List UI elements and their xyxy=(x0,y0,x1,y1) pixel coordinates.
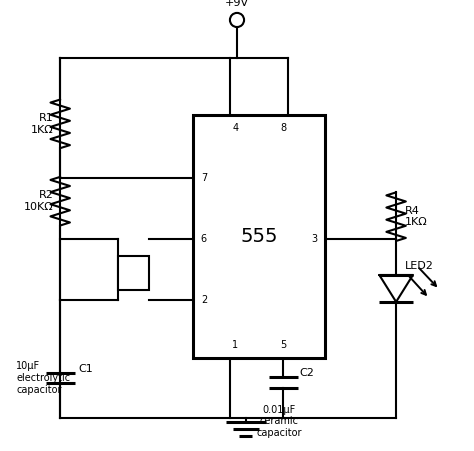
Text: 6: 6 xyxy=(201,234,207,244)
Text: 0.01μF
ceramic
capacitor: 0.01μF ceramic capacitor xyxy=(256,405,302,438)
Text: LED2: LED2 xyxy=(405,261,434,271)
Text: 555: 555 xyxy=(240,227,278,246)
Bar xyxy=(118,257,149,290)
Text: R1
1KΩ: R1 1KΩ xyxy=(31,113,54,135)
Text: 2: 2 xyxy=(201,295,207,305)
Text: C2: C2 xyxy=(299,368,314,378)
Text: 8: 8 xyxy=(280,123,286,133)
Text: 1: 1 xyxy=(232,340,238,350)
Text: R2
10KΩ: R2 10KΩ xyxy=(24,190,54,212)
Text: 10μF
electrolytic
capacitor: 10μF electrolytic capacitor xyxy=(16,361,70,395)
Text: 5: 5 xyxy=(280,340,286,350)
Bar xyxy=(193,115,325,358)
Text: 4: 4 xyxy=(232,123,238,133)
Text: R4
1KΩ: R4 1KΩ xyxy=(405,206,428,227)
Text: +9V: +9V xyxy=(225,0,249,8)
Text: 3: 3 xyxy=(311,234,318,244)
Text: 7: 7 xyxy=(201,173,207,183)
Text: C1: C1 xyxy=(78,364,92,373)
